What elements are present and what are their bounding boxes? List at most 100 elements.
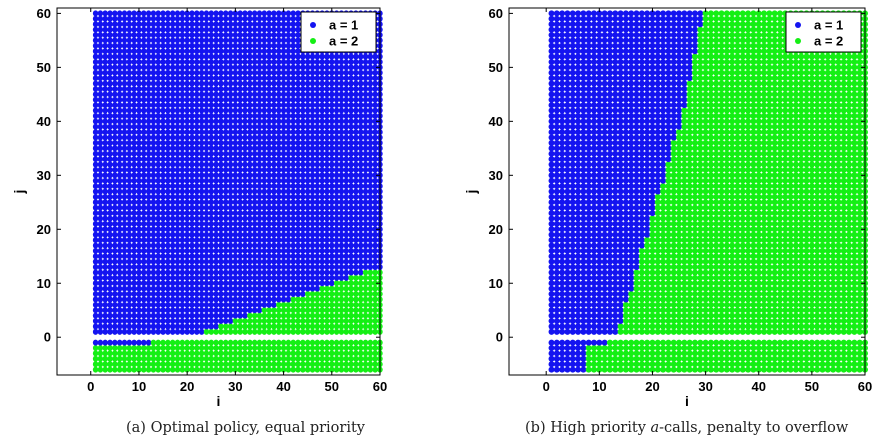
point-a2: [372, 296, 378, 303]
point-a1: [184, 253, 190, 260]
point-a1: [580, 285, 587, 292]
point-a2: [723, 312, 730, 319]
point-a1: [232, 58, 239, 65]
point-a2: [628, 361, 635, 368]
point-a1: [564, 285, 571, 292]
point-a1: [612, 312, 619, 319]
point-a2: [367, 339, 374, 346]
point-a2: [840, 339, 847, 346]
point-a1: [227, 242, 234, 249]
point-a1: [304, 102, 311, 109]
point-a1: [227, 15, 234, 22]
point-a1: [126, 15, 133, 22]
point-a1: [559, 339, 566, 346]
point-a2: [830, 285, 837, 292]
point-a2: [126, 350, 133, 357]
point-a1: [295, 21, 301, 28]
point-a1: [553, 312, 560, 319]
point-a2: [787, 350, 794, 357]
point-a2: [266, 323, 272, 330]
point-a2: [649, 274, 656, 281]
point-a1: [203, 75, 210, 82]
point-a1: [280, 112, 287, 119]
point-a1: [102, 85, 108, 92]
point-a1: [165, 150, 171, 157]
point-a1: [223, 112, 229, 119]
point-a1: [261, 145, 267, 152]
point-a1: [247, 161, 253, 168]
point-a1: [189, 21, 195, 28]
point-a2: [247, 344, 253, 352]
point-a2: [808, 350, 815, 357]
point-a2: [750, 355, 757, 362]
point-a2: [638, 312, 645, 319]
point-a1: [141, 274, 147, 281]
point-a1: [136, 291, 142, 298]
point-a1: [131, 204, 137, 211]
point-a1: [198, 237, 205, 244]
point-a1: [276, 107, 282, 114]
point-a1: [136, 37, 142, 44]
point-a1: [309, 102, 316, 109]
point-a1: [92, 102, 99, 109]
point-a1: [237, 69, 243, 76]
point-a2: [324, 339, 330, 346]
point-a1: [353, 134, 359, 141]
point-a2: [256, 344, 263, 352]
point-a2: [242, 355, 248, 362]
point-a1: [575, 328, 582, 335]
point-a1: [309, 264, 316, 271]
point-a1: [319, 129, 325, 136]
point-a1: [247, 139, 253, 146]
point-a2: [723, 291, 730, 298]
point-a1: [285, 161, 292, 168]
point-a1: [107, 91, 113, 98]
point-a1: [271, 166, 277, 173]
point-a1: [141, 139, 147, 146]
point-a1: [165, 258, 171, 265]
point-a1: [596, 301, 603, 308]
point-a1: [338, 269, 345, 276]
point-a1: [358, 226, 364, 233]
point-a2: [633, 323, 640, 330]
point-a1: [548, 355, 555, 362]
point-a1: [367, 53, 374, 60]
point-a1: [141, 339, 147, 346]
point-a1: [131, 96, 137, 103]
point-a2: [840, 361, 847, 368]
point-a1: [150, 183, 157, 190]
point-a1: [227, 215, 234, 222]
point-a1: [184, 37, 190, 44]
point-a1: [295, 210, 301, 217]
point-a1: [223, 69, 229, 76]
point-a2: [174, 355, 181, 362]
point-a2: [665, 328, 672, 335]
point-a1: [353, 183, 359, 190]
point-a1: [131, 42, 137, 49]
point-a1: [232, 123, 239, 130]
point-a1: [256, 215, 263, 222]
point-a2: [798, 361, 805, 368]
point-a1: [329, 118, 335, 125]
point-a2: [121, 361, 128, 368]
point-a1: [612, 318, 619, 325]
point-a2: [324, 361, 330, 368]
point-a1: [112, 193, 118, 200]
point-a2: [851, 312, 858, 319]
point-a2: [707, 301, 714, 308]
point-a2: [343, 280, 349, 287]
point-a1: [102, 172, 108, 179]
point-a1: [227, 112, 234, 119]
point-a2: [771, 280, 778, 287]
point-a1: [92, 247, 99, 254]
point-a1: [116, 42, 123, 49]
point-a2: [739, 291, 746, 298]
point-a1: [179, 118, 186, 125]
point-a2: [734, 285, 741, 292]
point-a1: [285, 231, 292, 238]
point-a2: [112, 361, 118, 368]
point-a1: [179, 58, 186, 65]
point-a1: [232, 264, 239, 271]
point-a1: [280, 107, 287, 114]
point-a2: [750, 296, 757, 303]
